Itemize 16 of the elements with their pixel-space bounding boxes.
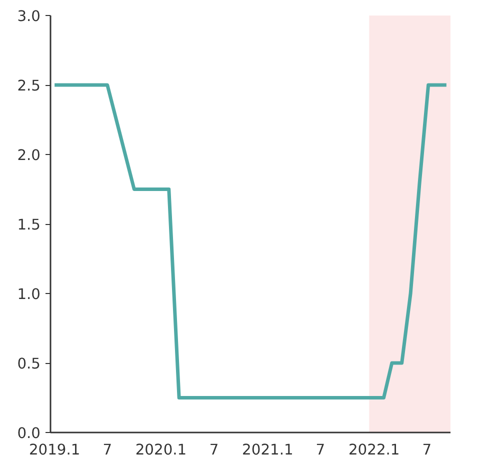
y-tick-label: 1.5 [17,216,41,234]
x-tick-label: 2022.1 [348,442,400,458]
line-series [52,83,448,400]
y-tick-label: 1.0 [17,286,41,303]
y-tick-label: 0.5 [17,356,41,372]
x-tick-label: 7 [422,442,432,458]
y-tick-label: 2.0 [17,147,41,164]
x-tick-label: 2020.1 [135,442,187,458]
x-tick-label: 7 [316,442,326,458]
x-tick-label: 7 [209,442,219,458]
x-tick-label: 7 [102,442,112,458]
y-tick-label: 2.5 [17,78,41,94]
y-tick-label: 3.0 [17,8,41,25]
x-tick-label: 2021.1 [242,442,294,458]
x-tick-label: 2019.1 [28,442,80,458]
y-tick-label: 0.0 [17,425,41,442]
